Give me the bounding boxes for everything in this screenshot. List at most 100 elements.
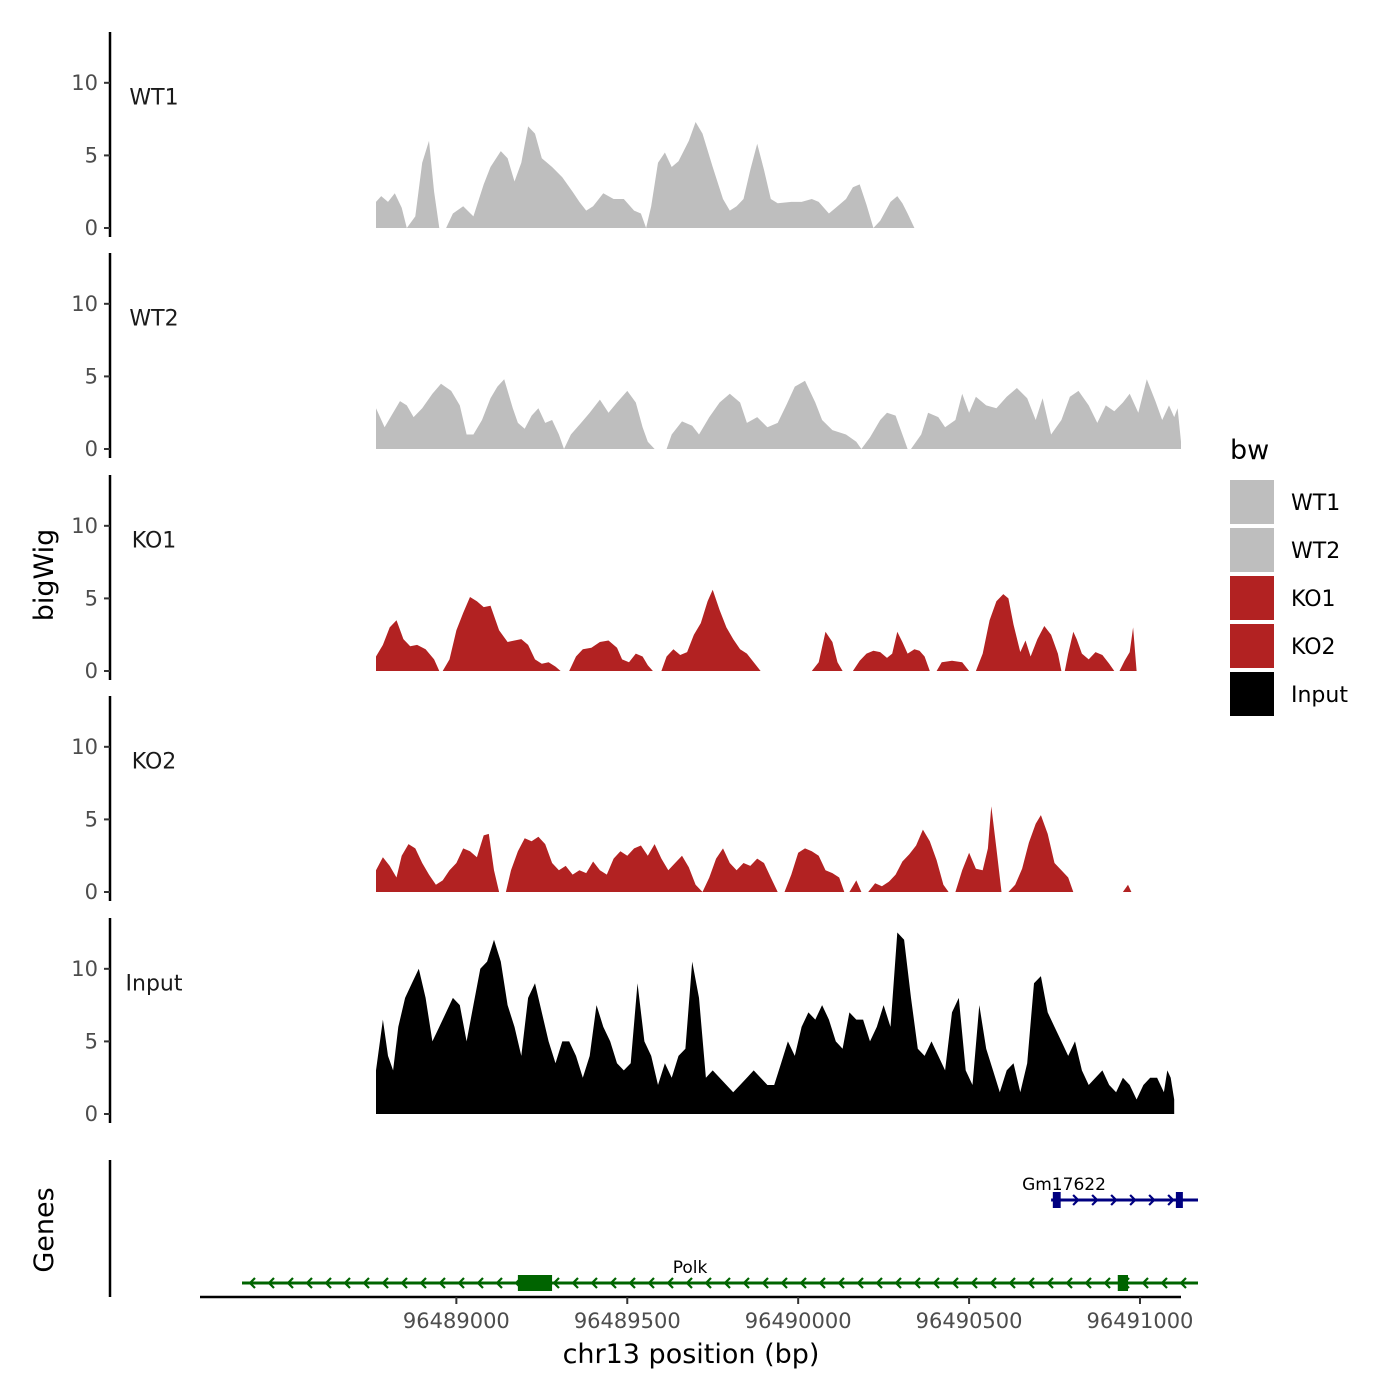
strand-arrow bbox=[552, 1277, 560, 1289]
legend-title: bw bbox=[1230, 435, 1269, 466]
strand-arrow bbox=[1065, 1277, 1073, 1289]
y-axis-title: bigWig bbox=[29, 529, 60, 622]
strand-arrow bbox=[381, 1277, 389, 1289]
legend-swatch bbox=[1230, 624, 1274, 668]
gene-label: Polk bbox=[673, 1258, 708, 1278]
legend-entry-ko2: KO2 bbox=[1230, 624, 1336, 668]
strand-arrow bbox=[571, 1277, 579, 1289]
strand-arrow bbox=[666, 1277, 674, 1289]
legend-label: KO2 bbox=[1291, 635, 1336, 660]
y-tick-label: 5 bbox=[85, 586, 98, 610]
strand-arrow bbox=[761, 1277, 769, 1289]
legend-label: Input bbox=[1291, 683, 1348, 708]
y-tick-label: 0 bbox=[85, 216, 98, 240]
track-wt1: 0 5 10 WT1 bbox=[71, 32, 1178, 240]
strand-arrow bbox=[1110, 1194, 1118, 1206]
strand-arrow bbox=[1160, 1277, 1168, 1289]
strand-arrow bbox=[818, 1277, 826, 1289]
strand-arrow bbox=[1046, 1277, 1054, 1289]
x-tick-label: 96491000 bbox=[1087, 1309, 1194, 1333]
track-label: WT2 bbox=[129, 307, 178, 332]
strand-arrow bbox=[647, 1277, 655, 1289]
strand-arrow bbox=[457, 1277, 465, 1289]
strand-arrow bbox=[286, 1277, 294, 1289]
strand-arrow bbox=[951, 1277, 959, 1289]
genes-panel: Gm17622 Polk bbox=[108, 1160, 1198, 1297]
strand-arrow bbox=[590, 1277, 598, 1289]
strand-arrow bbox=[894, 1277, 902, 1289]
strand-arrow bbox=[856, 1277, 864, 1289]
y-tick-label: 5 bbox=[85, 364, 98, 388]
strand-arrow bbox=[932, 1277, 940, 1289]
strand-arrow bbox=[495, 1277, 503, 1289]
y-tick-label: 10 bbox=[71, 735, 98, 759]
gene-label: Gm17622 bbox=[1022, 1175, 1106, 1195]
track-label: KO2 bbox=[132, 750, 177, 775]
area-input bbox=[376, 932, 1175, 1114]
strand-arrow bbox=[267, 1277, 275, 1289]
gene-exon bbox=[1117, 1275, 1129, 1291]
y-tick-label: 0 bbox=[85, 880, 98, 904]
track-wt2: 0 5 10 WT2 bbox=[71, 253, 1181, 461]
strand-arrow bbox=[609, 1277, 617, 1289]
y-tick-label: 10 bbox=[71, 514, 98, 538]
gene-polk: Polk bbox=[242, 1258, 1198, 1291]
y-tick-label: 0 bbox=[85, 1102, 98, 1126]
area-ko1 bbox=[376, 589, 1137, 671]
legend-label: WT2 bbox=[1291, 539, 1340, 564]
strand-arrow bbox=[1091, 1194, 1099, 1206]
track-label: Input bbox=[126, 972, 183, 997]
strand-arrow bbox=[989, 1277, 997, 1289]
track-ko2: 0 5 10 KO2 bbox=[71, 696, 1137, 904]
area-wt2 bbox=[376, 379, 1181, 449]
strand-arrow bbox=[837, 1277, 845, 1289]
y-tick-label: 5 bbox=[85, 807, 98, 831]
x-axis-title: chr13 position (bp) bbox=[563, 1339, 820, 1370]
strand-arrow bbox=[628, 1277, 636, 1289]
legend-swatch bbox=[1230, 480, 1274, 524]
y-tick-label: 10 bbox=[71, 957, 98, 981]
legend-label: WT1 bbox=[1291, 491, 1340, 516]
strand-arrow bbox=[799, 1277, 807, 1289]
legend-entry-input: Input bbox=[1230, 672, 1348, 716]
strand-arrow bbox=[305, 1277, 313, 1289]
strand-arrow bbox=[419, 1277, 427, 1289]
legend: bw WT1 WT2 KO1 KO2 Input bbox=[1230, 435, 1348, 716]
x-tick-label: 96490500 bbox=[916, 1309, 1023, 1333]
strand-arrow bbox=[1008, 1277, 1016, 1289]
legend-swatch bbox=[1230, 576, 1274, 620]
strand-arrow bbox=[400, 1277, 408, 1289]
area-ko2 bbox=[376, 806, 1137, 892]
legend-swatch bbox=[1230, 672, 1274, 716]
legend-entry-ko1: KO1 bbox=[1230, 576, 1336, 620]
x-tick-label: 96490000 bbox=[745, 1309, 852, 1333]
y-tick-label: 10 bbox=[71, 292, 98, 316]
tracks-layer: 0 5 10 WT1 0 5 10 WT2 0 5 10 KO1 0 5 10 KO2 0 5 10 Input bbox=[71, 32, 1181, 1126]
strand-arrow bbox=[1141, 1277, 1149, 1289]
track-ko1: 0 5 10 KO1 bbox=[71, 475, 1137, 683]
area-wt1 bbox=[376, 122, 1178, 228]
strand-arrow bbox=[970, 1277, 978, 1289]
y-tick-label: 0 bbox=[85, 437, 98, 461]
strand-arrow bbox=[742, 1277, 750, 1289]
legend-label: KO1 bbox=[1291, 587, 1336, 612]
y-tick-label: 10 bbox=[71, 71, 98, 95]
strand-arrow bbox=[723, 1277, 731, 1289]
gene-exon bbox=[517, 1275, 553, 1291]
strand-arrow bbox=[343, 1277, 351, 1289]
strand-arrow bbox=[913, 1277, 921, 1289]
strand-arrow bbox=[780, 1277, 788, 1289]
track-label: WT1 bbox=[129, 86, 178, 111]
x-tick-label: 96489500 bbox=[574, 1309, 681, 1333]
strand-arrow bbox=[1167, 1194, 1175, 1206]
y-tick-label: 0 bbox=[85, 659, 98, 683]
legend-entry-wt1: WT1 bbox=[1230, 480, 1340, 524]
strand-arrow bbox=[1103, 1277, 1111, 1289]
strand-arrow bbox=[476, 1277, 484, 1289]
gene-gm17622: Gm17622 bbox=[1022, 1175, 1198, 1208]
x-tick-label: 96489000 bbox=[403, 1309, 510, 1333]
strand-arrow bbox=[1027, 1277, 1035, 1289]
gene-exon bbox=[1052, 1192, 1061, 1208]
strand-arrow bbox=[324, 1277, 332, 1289]
